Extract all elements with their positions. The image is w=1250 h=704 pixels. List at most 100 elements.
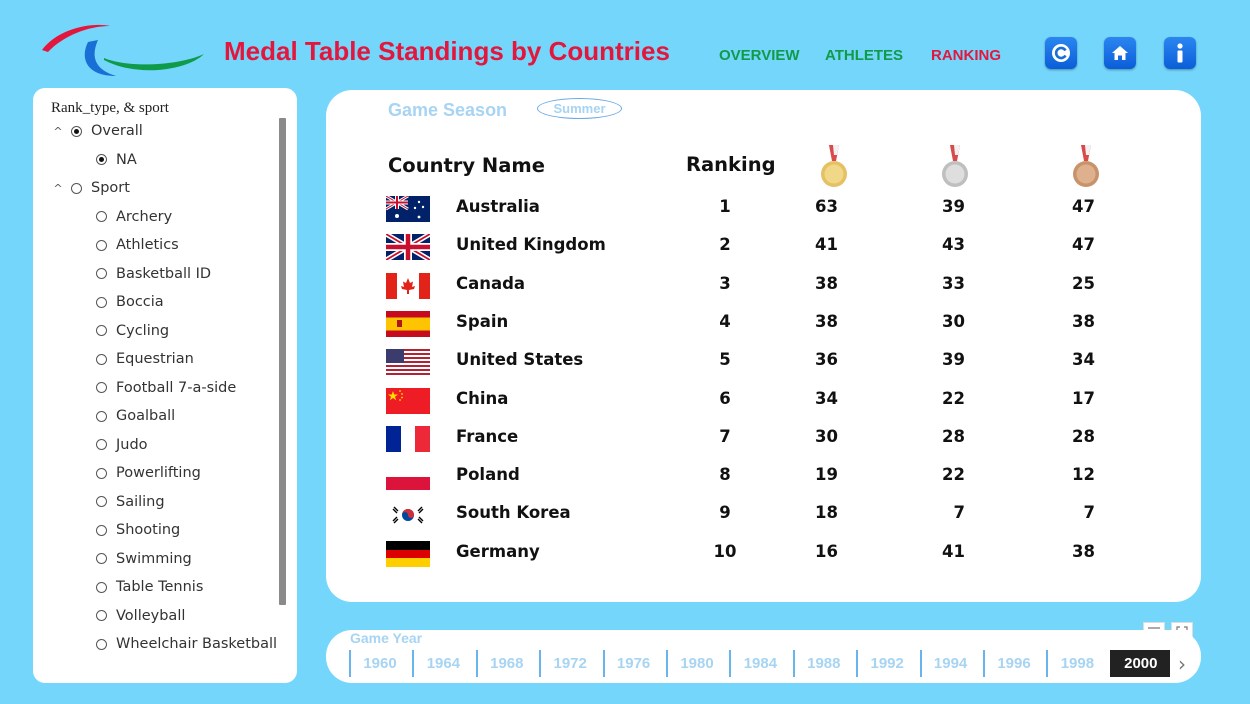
radio-button[interactable] — [96, 638, 107, 650]
year-option[interactable]: 1998 — [1046, 650, 1106, 677]
country-name: China — [456, 388, 509, 408]
radio-button[interactable] — [96, 239, 107, 251]
slicer-option-cycling[interactable]: Cycling — [96, 320, 169, 342]
slicer-option-powerlifting[interactable]: Powerlifting — [96, 462, 201, 484]
radio-button[interactable] — [96, 154, 107, 165]
radio-button[interactable] — [71, 182, 82, 194]
gold-count: 38 — [815, 273, 838, 293]
radio-button[interactable] — [96, 524, 107, 536]
slicer-option-swimming[interactable]: Swimming — [96, 548, 192, 570]
year-option[interactable]: 1972 — [539, 650, 599, 677]
radio-button[interactable] — [96, 553, 107, 564]
year-option[interactable]: 2000 — [1109, 650, 1170, 677]
chevron-up-icon[interactable]: ^ — [53, 124, 63, 138]
slicer-option-equestrian[interactable]: Equestrian — [96, 348, 194, 370]
slicer-option-label: Judo — [116, 436, 148, 453]
table-row: United States 5 36 39 34 — [326, 349, 1201, 387]
slicer-option-volleyball[interactable]: Volleyball — [96, 605, 185, 627]
table-row: Spain 4 38 30 38 — [326, 310, 1201, 349]
year-option[interactable]: 1988 — [792, 650, 853, 677]
info-button[interactable] — [1164, 37, 1196, 69]
radio-button[interactable] — [96, 439, 107, 450]
medal-table-card: Game Season Summer Country Name Ranking … — [326, 90, 1201, 602]
radio-button[interactable] — [96, 268, 107, 279]
radio-button[interactable] — [96, 353, 107, 365]
bronze-count: 25 — [1072, 273, 1095, 293]
slicer-option-basketball-id[interactable]: Basketball ID — [96, 263, 211, 285]
radio-button[interactable] — [96, 496, 107, 507]
australia-flag — [386, 196, 430, 222]
slicer-option-wheelchair-basketball[interactable]: Wheelchair Basketball — [96, 633, 277, 655]
slicer-option-table-tennis[interactable]: Table Tennis — [96, 576, 203, 598]
chevron-right-icon[interactable]: › — [1178, 652, 1186, 676]
slicer-option-label: Basketball ID — [116, 265, 212, 282]
slicer-option-na[interactable]: NA — [96, 149, 137, 171]
radio-button[interactable] — [96, 410, 107, 422]
bronze-count: 7 — [1083, 503, 1095, 523]
slicer-option-judo[interactable]: Judo — [96, 434, 148, 456]
silver-count: 28 — [942, 426, 965, 446]
table-row: Australia 1 63 39 47 — [326, 196, 1201, 234]
radio-button[interactable] — [96, 610, 107, 621]
year-option[interactable]: 1994 — [919, 650, 980, 677]
slicer-option-label: Cycling — [116, 322, 170, 339]
slicer-scrollbar[interactable] — [279, 118, 286, 605]
slicer-option-label: Athletics — [116, 237, 179, 253]
info-icon — [1177, 43, 1183, 63]
home-button[interactable] — [1104, 37, 1136, 69]
nav-overview[interactable]: OVERVIEW — [719, 47, 800, 64]
bronze-count: 34 — [1072, 350, 1095, 370]
nav-athletes[interactable]: ATHLETES — [825, 47, 904, 64]
ranking-header: Ranking — [686, 153, 776, 176]
chevron-up-icon[interactable]: ^ — [53, 181, 63, 195]
slicer-group-sport[interactable]: ^ Sport — [51, 177, 130, 199]
slicer-option-sailing[interactable]: Sailing — [96, 491, 165, 513]
year-option[interactable]: 1996 — [983, 650, 1043, 677]
slicer-option-label: NA — [116, 151, 137, 168]
country-name: Germany — [456, 541, 540, 561]
slicer-option-label: Equestrian — [116, 351, 194, 367]
radio-button[interactable] — [96, 581, 107, 593]
table-row: France 7 30 28 28 — [326, 425, 1201, 464]
bronze-count: 38 — [1072, 541, 1095, 561]
radio-button[interactable] — [71, 125, 82, 137]
year-option[interactable]: 1980 — [666, 650, 726, 677]
radio-button[interactable] — [96, 467, 107, 479]
year-option[interactable]: 1968 — [475, 650, 536, 677]
year-option[interactable]: 1976 — [602, 650, 663, 677]
radio-button[interactable] — [96, 382, 107, 393]
year-option[interactable]: 1964 — [412, 650, 472, 677]
bronze-count: 47 — [1072, 235, 1095, 255]
year-option[interactable]: 1984 — [729, 650, 789, 677]
year-option[interactable]: 1960 — [349, 650, 409, 677]
ranking-value: 7 — [719, 426, 731, 446]
silver-count: 39 — [942, 350, 965, 370]
country-name: Canada — [456, 273, 526, 293]
radio-button[interactable] — [96, 296, 107, 308]
year-option[interactable]: 1992 — [856, 650, 916, 677]
gold-count: 41 — [815, 235, 838, 255]
slicer-option-boccia[interactable]: Boccia — [96, 291, 164, 313]
home-icon — [1112, 46, 1128, 60]
slicer-group-overall[interactable]: ^ Overall — [51, 120, 142, 142]
slicer-option-goalball[interactable]: Goalball — [96, 405, 175, 427]
ranking-value: 4 — [719, 311, 731, 331]
radio-button[interactable] — [96, 325, 107, 336]
game-season-label: Game Season — [388, 100, 508, 120]
radio-button[interactable] — [96, 211, 107, 222]
united-kingdom-flag — [386, 234, 430, 261]
game-season-toggle[interactable]: Summer — [537, 98, 622, 119]
slicer-option-label: Wheelchair Basketball — [116, 636, 278, 652]
refresh-button[interactable] — [1045, 37, 1077, 69]
slicer-option-label: Volleyball — [116, 607, 186, 624]
nav-ranking[interactable]: RANKING — [931, 47, 1001, 64]
slicer-option-athletics[interactable]: Athletics — [96, 234, 179, 256]
slicer-option-football-7-a-side[interactable]: Football 7-a-side — [96, 377, 236, 399]
slicer-option-archery[interactable]: Archery — [96, 206, 172, 228]
slicer-option-shooting[interactable]: Shooting — [96, 519, 180, 541]
game-year-label: Game Year — [350, 630, 423, 646]
gold-count: 16 — [815, 541, 838, 561]
table-row: United Kingdom 2 41 43 47 — [326, 234, 1201, 272]
table-row: South Korea 9 18 7 7 — [326, 502, 1201, 540]
silver-count: 30 — [942, 311, 965, 331]
